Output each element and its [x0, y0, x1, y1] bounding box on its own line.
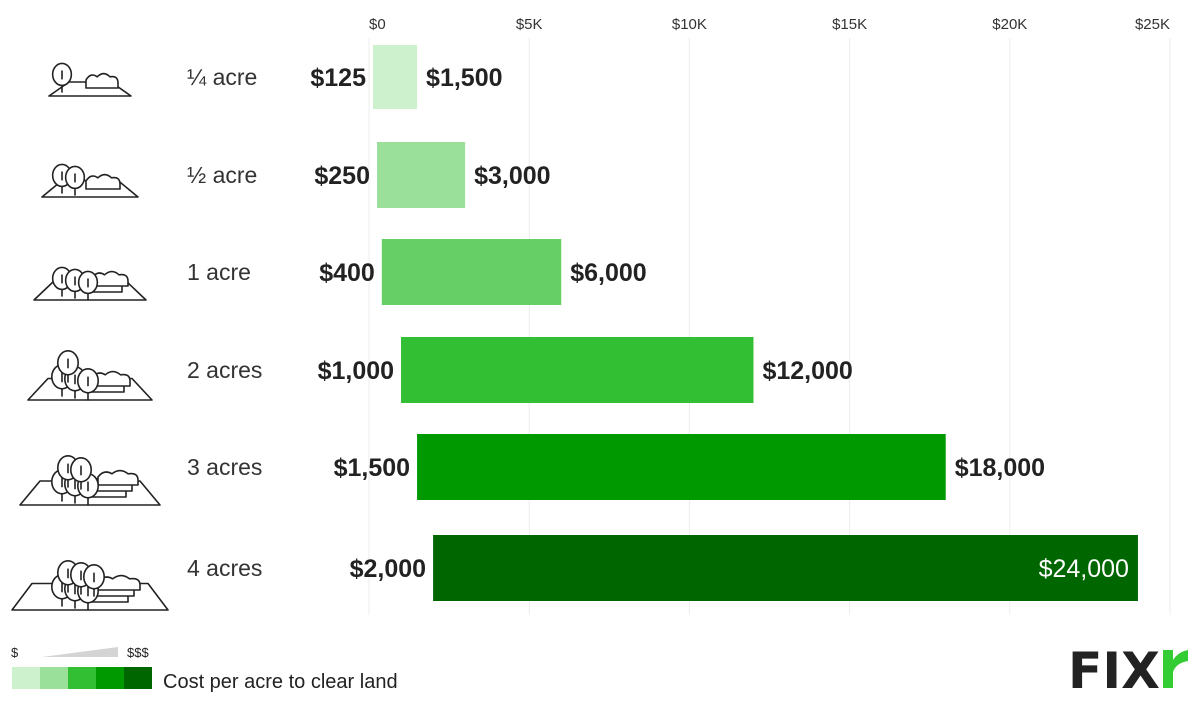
x-tick-label: $25K [1135, 16, 1170, 33]
category-label: 3 acres [187, 454, 262, 480]
range-bar [377, 142, 466, 208]
low-value-label: $1,500 [334, 454, 410, 482]
low-value-label: $400 [319, 259, 375, 287]
legend-swatch [124, 667, 152, 689]
category-label: ½ acre [187, 162, 257, 188]
legend-swatch [12, 667, 40, 689]
x-tick-label: $15K [832, 16, 867, 33]
category-label: 2 acres [187, 357, 262, 383]
range-bar [373, 45, 418, 109]
low-value-label: $1,000 [318, 357, 394, 385]
land-trees-icon [33, 266, 147, 301]
logo-text: FIX [1068, 642, 1160, 700]
range-bar [401, 337, 754, 403]
x-tick-label: $5K [516, 16, 543, 33]
high-value-label: $24,000 [1039, 555, 1129, 583]
land-trees-icon [19, 454, 161, 506]
high-value-label: $6,000 [570, 259, 646, 287]
legend-high-symbol: $$$ [127, 645, 149, 660]
category-label: ¼ acre [187, 64, 257, 90]
range-bar [417, 434, 946, 500]
range-bar [433, 535, 1138, 601]
category-label: 4 acres [187, 555, 262, 581]
low-value-label: $125 [310, 64, 366, 92]
chart-row: ½ acre $250 $3,000 [187, 142, 551, 208]
legend-swatch [68, 667, 96, 689]
category-label: 1 acre [187, 259, 251, 285]
legend-low-symbol: $ [11, 645, 19, 660]
land-trees-icon [11, 559, 169, 611]
land-trees-icon [41, 163, 139, 198]
x-tick-label: $10K [672, 16, 707, 33]
chart-row: 4 acres $2,000 $24,000 [187, 535, 1138, 601]
chart-row: ¼ acre $125 $1,500 [187, 45, 503, 109]
chart-row: 2 acres $1,000 $12,000 [187, 337, 853, 403]
legend-swatches [12, 667, 152, 689]
x-axis-ticks: $0 $5K $10K $15K $20K $25K [369, 16, 1170, 33]
legend-ramp-icon [42, 647, 118, 657]
legend-swatch [96, 667, 124, 689]
low-value-label: $2,000 [350, 555, 426, 583]
fixr-logo: FIX [1068, 642, 1188, 700]
x-tick-label: $0 [369, 16, 386, 33]
high-value-label: $12,000 [762, 357, 852, 385]
land-trees-icon [48, 62, 132, 97]
high-value-label: $1,500 [426, 64, 502, 92]
chart-rows: ¼ acre $125 $1,500 ½ acre $250 $3,000 1 acre $4… [187, 45, 1138, 601]
range-bar [381, 239, 562, 305]
low-value-label: $250 [314, 162, 370, 190]
row-icons [11, 62, 169, 611]
land-trees-icon [27, 349, 153, 401]
x-tick-label: $20K [992, 16, 1027, 33]
grid-lines [368, 38, 1171, 615]
legend-label: Cost per acre to clear land [163, 671, 398, 693]
high-value-label: $3,000 [474, 162, 550, 190]
high-value-label: $18,000 [955, 454, 1045, 482]
legend: $ $$$ Cost per acre to clear land [11, 645, 398, 693]
chart-row: 3 acres $1,500 $18,000 [187, 434, 1045, 500]
chart-row: 1 acre $400 $6,000 [187, 239, 647, 305]
legend-swatch [40, 667, 68, 689]
logo-r-mark-icon [1163, 650, 1188, 688]
